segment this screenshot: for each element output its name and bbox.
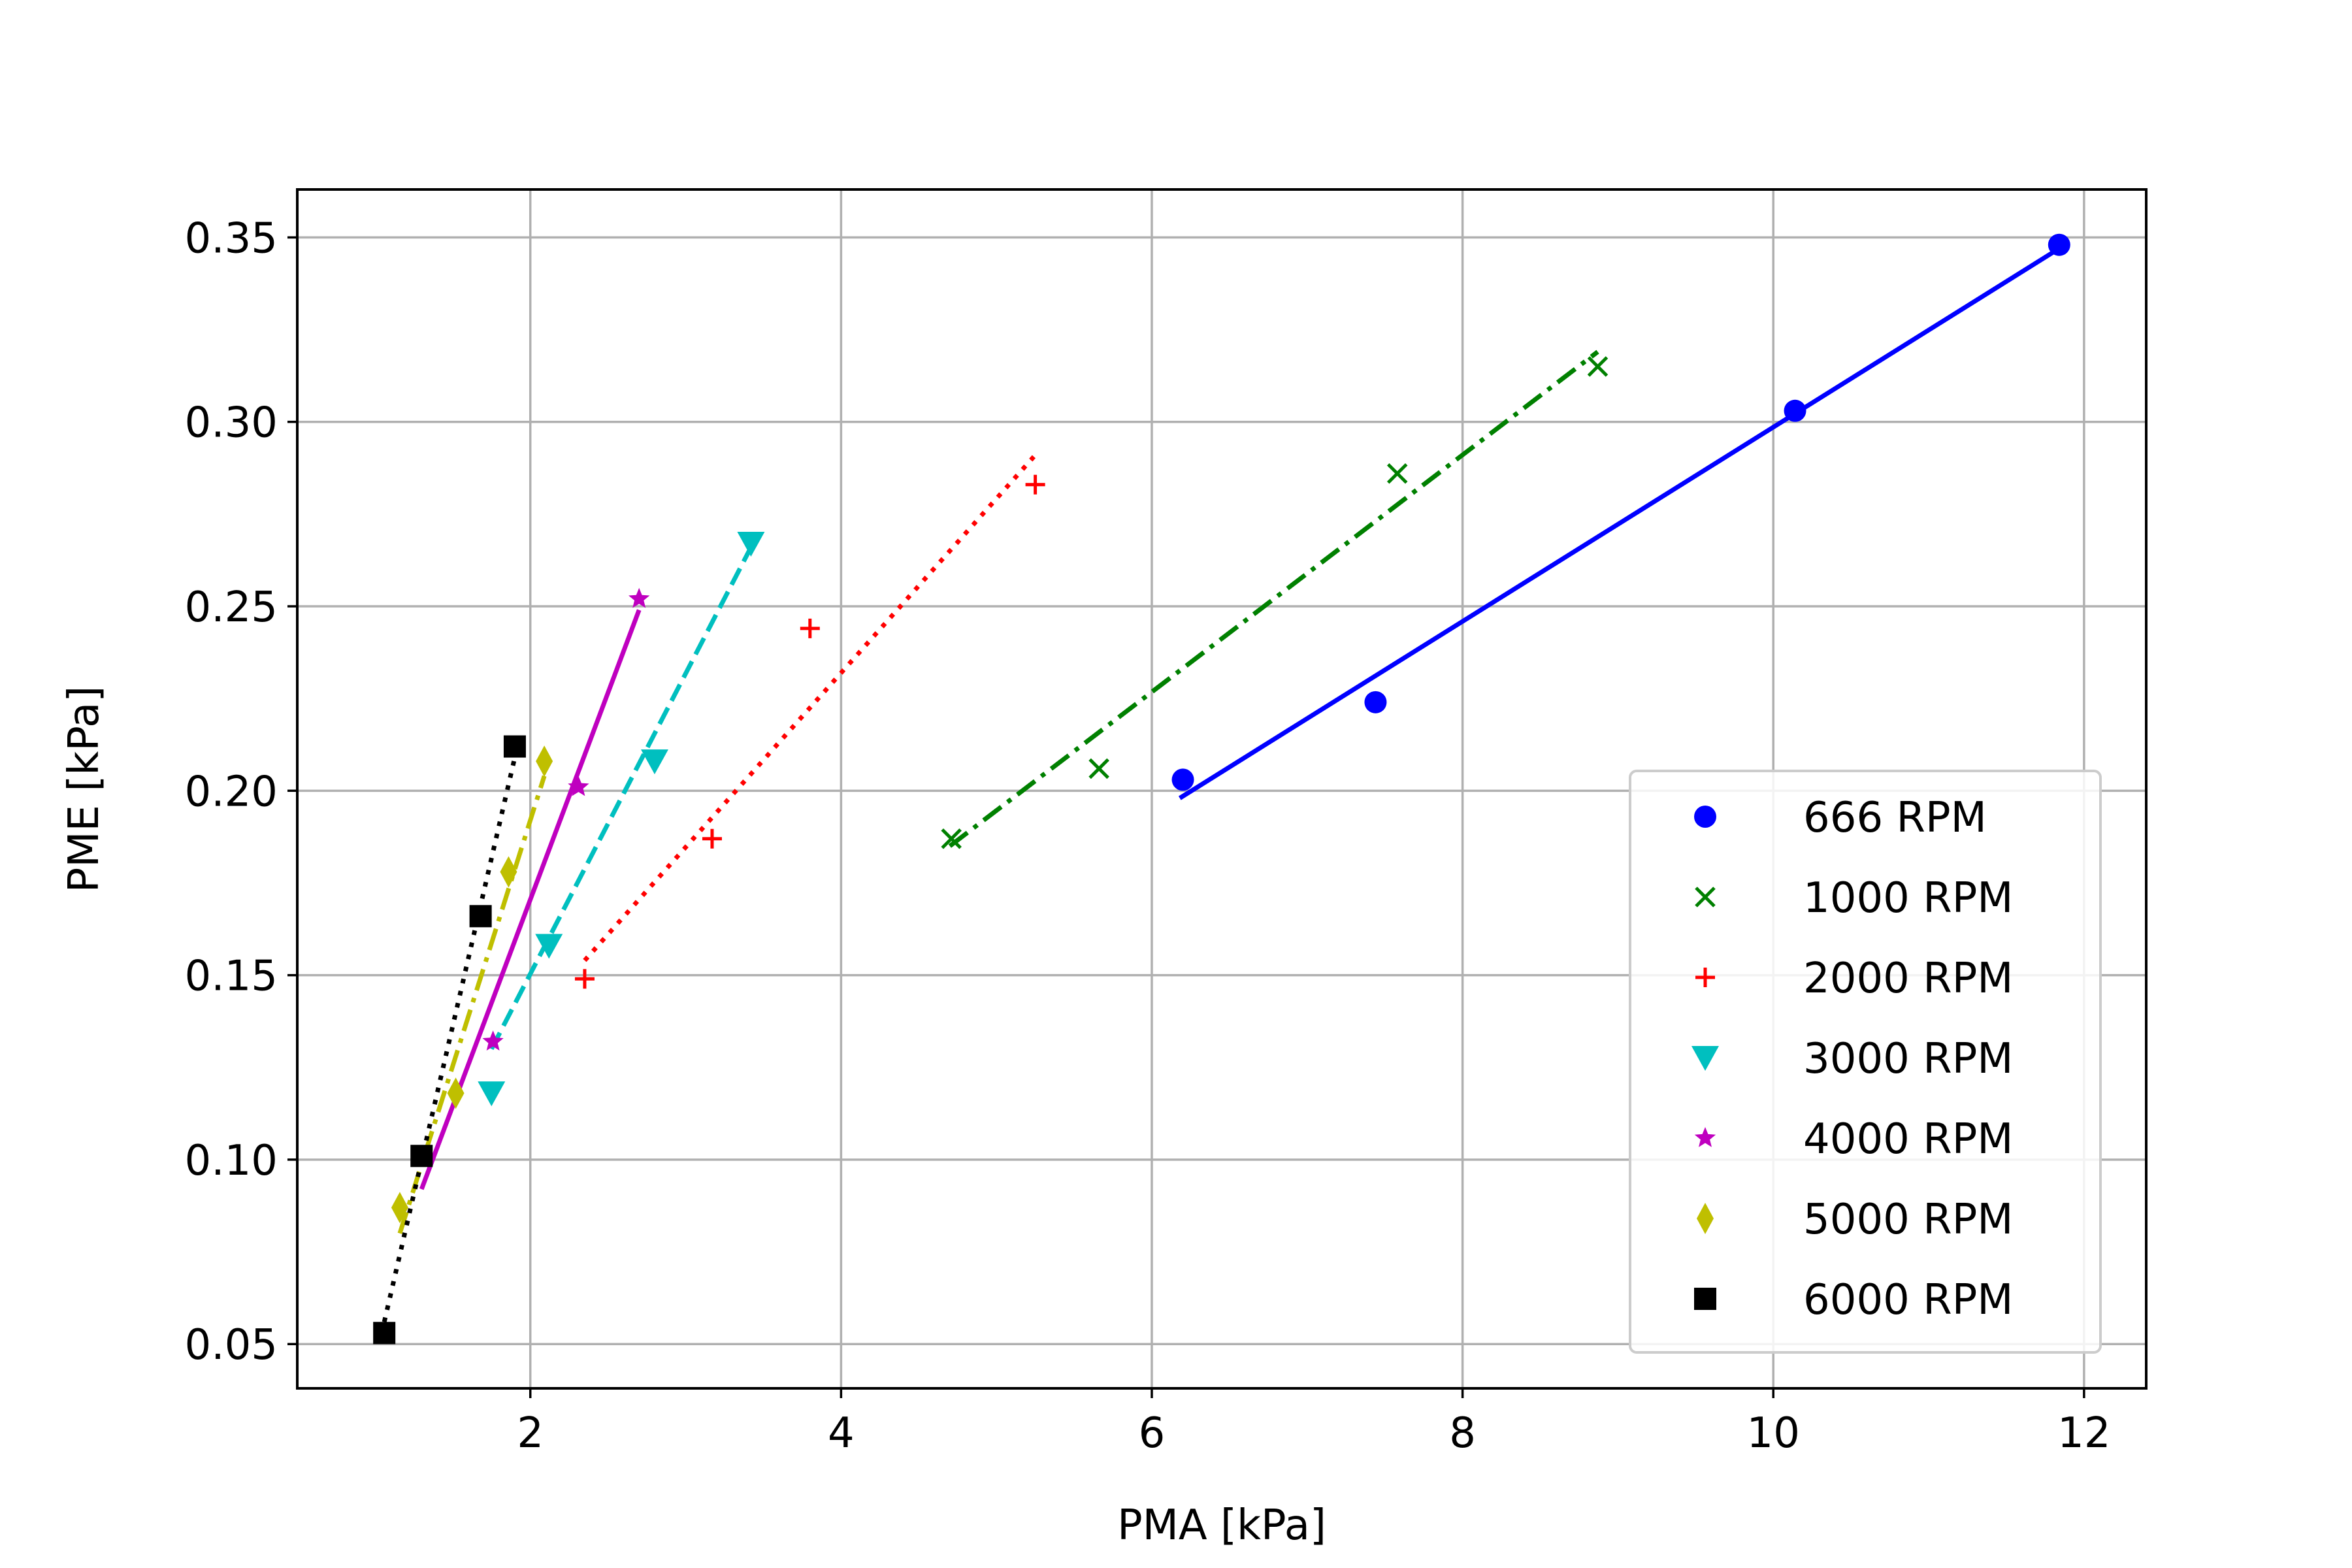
y-tick-label: 0.25 [185,583,278,632]
legend-marker [1694,1288,1716,1310]
y-tick-label: 0.10 [185,1137,278,1185]
x-tick-label: 6 [1139,1409,1166,1458]
x-tick-label: 8 [1449,1409,1476,1458]
fit-line [583,453,1037,962]
data-point [1587,356,1609,377]
data-point [447,1077,465,1109]
legend-marker [1691,1046,1719,1071]
x-tick-label: 2 [517,1409,544,1458]
axis-ticks: 2 4 6 8 10 12 0.05 0.10 0.15 0.20 0.25 0.30 0.35 [185,214,2111,1458]
data-point [640,749,668,775]
legend-marker [1697,1203,1714,1234]
plot-area [373,233,2070,1345]
legend-marker [1695,887,1716,907]
data-point [1025,474,1045,495]
legend-label: 3000 RPM [1803,1035,2014,1083]
legend-label: 666 RPM [1803,794,1987,842]
fit-line [397,775,547,1234]
fit-line [1178,246,2061,800]
data-point [574,969,595,989]
legend-label: 6000 RPM [1803,1276,2014,1324]
legend-label: 4000 RPM [1803,1115,2014,1164]
plot-frame [296,188,2148,1390]
y-tick-label: 0.05 [185,1321,278,1369]
x-tick-label: 10 [1747,1409,1800,1458]
data-point [500,856,517,888]
data-point [1364,691,1387,713]
data-point [2048,233,2070,256]
fit-line [948,350,1599,848]
x-tick-label: 12 [2057,1409,2110,1458]
data-point [373,1322,396,1345]
y-tick-label: 0.30 [185,399,278,448]
y-tick-label: 0.20 [185,768,278,816]
data-point [941,828,962,849]
legend-label: 5000 RPM [1803,1196,2014,1244]
data-point [800,618,820,638]
data-point [536,745,553,777]
data-point [629,587,650,608]
data-point [391,1192,408,1224]
data-point [503,735,526,758]
data-point [1386,463,1408,484]
data-point [702,828,722,849]
x-axis-label: PMA [kPa] [1117,1501,1326,1550]
legend-marker [1695,968,1715,987]
fit-line [489,546,753,1051]
data-point [1784,399,1806,422]
y-axis-label: PME [kPa] [60,686,108,893]
data-point [737,532,765,557]
data-point [535,934,563,959]
legend-label: 1000 RPM [1803,874,2014,923]
legend-label: 2000 RPM [1803,955,2014,1003]
legend-marker [1694,1127,1716,1147]
data-point [410,1145,433,1168]
data-point [568,776,589,796]
data-point [478,1081,506,1107]
data-point [469,905,492,928]
legend-marker [1694,806,1716,828]
y-tick-label: 0.15 [185,953,278,1001]
data-point [1088,758,1109,779]
fit-line [382,757,517,1323]
data-point [482,1030,504,1051]
legend: 666 RPM 1000 RPM 2000 RPM 3000 RPM 4000 RPM 5… [1629,770,2102,1354]
x-tick-label: 4 [828,1409,855,1458]
data-point [1171,768,1194,791]
y-tick-label: 0.35 [185,214,278,263]
legend-box [1629,770,2102,1354]
